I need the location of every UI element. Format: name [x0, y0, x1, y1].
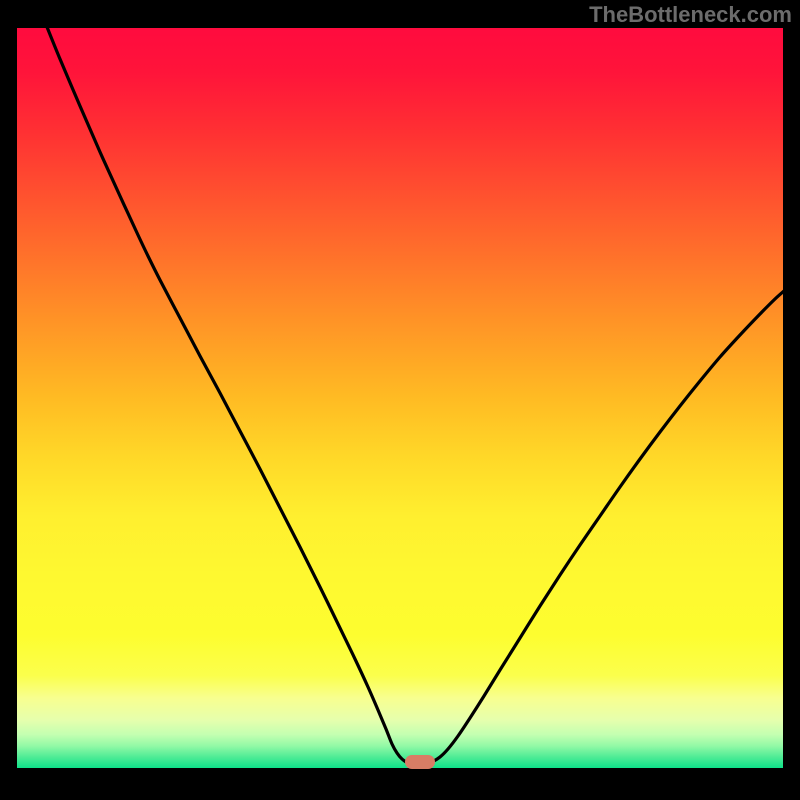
chart-svg — [0, 0, 800, 800]
watermark-label: TheBottleneck.com — [589, 2, 792, 28]
minimum-marker — [405, 755, 435, 769]
plot-gradient-area — [17, 28, 783, 768]
chart-stage: TheBottleneck.com — [0, 0, 800, 800]
